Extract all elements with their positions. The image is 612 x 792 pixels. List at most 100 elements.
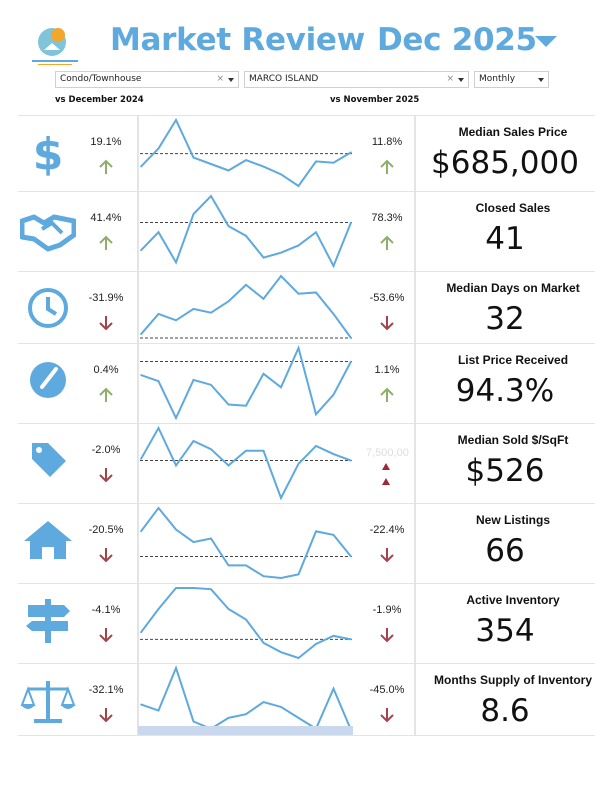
page-title: Market Review Dec 2025 <box>110 22 537 58</box>
sparkline-point <box>175 261 177 264</box>
triangle-up-icon <box>382 463 390 470</box>
row-divider <box>18 343 595 344</box>
sparkline-point <box>175 464 177 467</box>
sparkline-point <box>210 163 212 165</box>
metric-row: $19.1% 11.8% Median Sales Price $685,000 <box>0 115 612 191</box>
sparkline-point <box>227 169 230 172</box>
sparkline-point <box>262 165 265 168</box>
sparkline-point <box>140 530 142 533</box>
sparkline-point <box>140 249 142 252</box>
chevron-down-icon[interactable] <box>228 78 234 82</box>
sparkline-point <box>332 534 335 536</box>
row-divider <box>18 115 595 116</box>
mom-change: 78.3% <box>371 212 403 224</box>
sparkline-point <box>350 459 352 462</box>
sparkline-point <box>192 720 195 723</box>
sparkline-point <box>227 225 230 227</box>
sparkline-point <box>350 555 352 558</box>
mom-change: 1.1% <box>374 364 400 376</box>
sparkline-series <box>140 506 352 580</box>
chart-scrollbar[interactable] <box>138 726 353 735</box>
sparkline-point <box>332 313 335 315</box>
metric-row: 0.4% 1.1% List Price Received 94.3% <box>0 343 612 423</box>
sparkline-chart <box>140 194 352 269</box>
metric-label: Median Sold $/SqFt <box>457 433 569 447</box>
svg-text:$: $ <box>33 129 64 177</box>
sparkline-chart <box>140 344 352 421</box>
sparkline-point <box>140 458 142 460</box>
yoy-label: vs December 2024 <box>55 95 144 105</box>
arrow-up-icon <box>377 235 397 251</box>
mom-label: vs November 2025 <box>330 95 420 105</box>
signpost-icon <box>26 599 70 643</box>
row-divider <box>18 423 595 424</box>
sparkline-point <box>262 701 265 703</box>
sparkline-point <box>157 507 160 509</box>
period-select[interactable]: Monthly <box>474 71 549 88</box>
metric-value: 41 <box>485 221 525 257</box>
sparkline-point <box>297 463 300 465</box>
arrow-down-icon <box>96 547 116 563</box>
metric-label: List Price Received <box>457 353 569 367</box>
sparkline-point <box>280 173 282 176</box>
month-dropdown-caret-icon[interactable] <box>535 36 557 47</box>
sparkline-series <box>140 344 352 421</box>
arrow-down-icon <box>96 467 116 483</box>
sparkline-point <box>175 119 177 121</box>
sparkline-point <box>262 372 265 375</box>
row-divider <box>18 191 595 192</box>
metric-label: Median Sales Price <box>458 125 568 139</box>
mom-change: -53.6% <box>369 292 405 304</box>
sparkline-point <box>157 380 160 382</box>
clear-icon[interactable]: × <box>216 74 224 84</box>
area-select[interactable]: MARCO ISLAND × <box>244 71 469 88</box>
mom-change: -22.4% <box>369 524 405 536</box>
sparkline-point <box>140 333 142 336</box>
sparkline-point <box>175 587 177 589</box>
house-icon <box>24 521 72 559</box>
arrow-down-icon <box>377 547 397 563</box>
mom-change: 11.8% <box>371 136 403 148</box>
yoy-change: 19.1% <box>90 136 122 148</box>
sparkline-point <box>210 537 212 540</box>
arrow-down-icon <box>377 627 397 643</box>
property-type-select[interactable]: Condo/Townhouse × <box>55 71 239 88</box>
sparkline-point <box>157 231 160 234</box>
row-divider <box>18 735 595 736</box>
sparkline-point <box>245 713 247 715</box>
sparkline-point <box>280 651 282 653</box>
price-tag-icon <box>32 443 66 477</box>
sparkline-point <box>280 577 282 579</box>
sparkline-point <box>315 445 317 447</box>
sparkline-point <box>315 530 317 533</box>
yoy-change: -31.9% <box>88 292 124 304</box>
sparkline-point <box>297 292 300 295</box>
arrow-down-icon <box>96 315 116 331</box>
metric-row: 41.4% 78.3% Closed Sales 41 <box>0 191 612 271</box>
mom-change: -1.9% <box>372 604 402 616</box>
divider <box>414 115 416 735</box>
chevron-down-icon[interactable] <box>538 78 544 82</box>
logo <box>32 28 78 65</box>
sparkline-point <box>280 706 282 708</box>
sparkline-point <box>245 159 247 161</box>
metric-value: $685,000 <box>431 145 579 181</box>
divider <box>137 115 139 735</box>
sparkline-point <box>297 185 300 187</box>
sparkline-chart <box>140 587 352 660</box>
sparkline-point <box>210 311 212 314</box>
sparkline-point <box>245 404 247 407</box>
arrow-up-icon <box>96 387 116 403</box>
yoy-change: -32.1% <box>88 684 124 696</box>
sparkline-point <box>227 608 230 610</box>
arrow-down-icon <box>377 707 397 723</box>
sparkline-point <box>245 284 247 286</box>
sparkline-point <box>262 297 265 300</box>
metric-value: 354 <box>475 613 535 649</box>
sparkline-point <box>280 251 282 254</box>
chevron-down-icon[interactable] <box>458 78 464 82</box>
sparkline-point <box>332 265 335 267</box>
metric-value: 8.6 <box>480 693 530 729</box>
clear-icon[interactable]: × <box>446 74 454 84</box>
